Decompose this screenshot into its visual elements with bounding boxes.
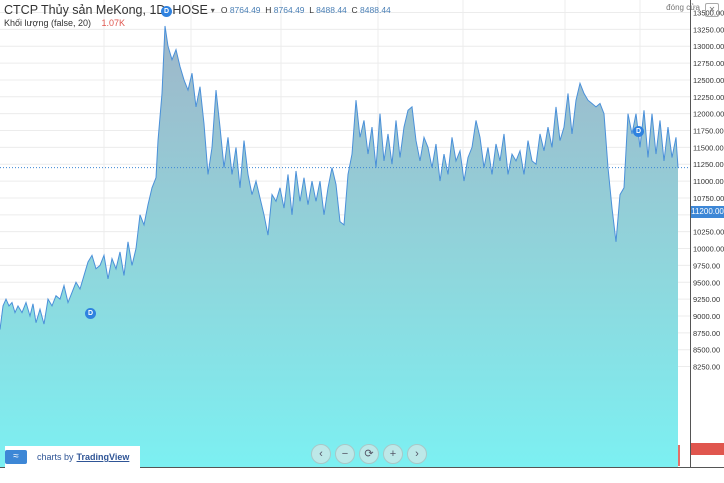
chevron-down-icon[interactable]: ▾: [210, 5, 215, 15]
price-tick-label: 12750.00: [693, 59, 724, 68]
chart-nav-buttons: ‹ − ⟳ + ›: [311, 444, 431, 464]
tradingview-branding[interactable]: ≈ charts by TradingView: [5, 446, 140, 468]
brand-link[interactable]: TradingView: [76, 452, 130, 462]
ohlc-values: O 8764.49 H 8764.49 L 8488.44 C 8488.44: [220, 5, 391, 15]
price-axis[interactable]: [690, 0, 724, 467]
price-tick-label: 9000.00: [693, 312, 720, 321]
price-tick-label: 12250.00: [693, 93, 724, 102]
dividend-marker[interactable]: D: [633, 126, 644, 137]
price-line: [0, 25, 679, 330]
price-tick-label: 9750.00: [693, 261, 720, 270]
price-tick-label: 13500.00: [693, 9, 724, 18]
close-label[interactable]: đóng cửa: [666, 3, 700, 12]
scroll-right-button[interactable]: ›: [407, 444, 427, 464]
dividend-marker[interactable]: D: [161, 6, 172, 17]
chart-header: CTCP Thủy sản MeKong, 1D, HOSE ▾ O 8764.…: [4, 3, 391, 17]
brand-text: charts by: [37, 452, 74, 462]
price-tick-label: 11000.00: [693, 177, 724, 186]
reset-button[interactable]: ⟳: [359, 444, 379, 464]
price-tick-label: 12000.00: [693, 110, 724, 119]
dividend-marker[interactable]: D: [85, 308, 96, 319]
price-tick-label: 13000.00: [693, 42, 724, 51]
volume-tag: [691, 443, 724, 455]
price-tick-label: 13250.00: [693, 25, 724, 34]
date-axis[interactable]: [0, 467, 724, 483]
price-tick-label: 8500.00: [693, 346, 720, 355]
price-tick-label: 10750.00: [693, 194, 724, 203]
volume-label[interactable]: Khối lượng (false, 20): [4, 18, 91, 28]
price-tick-label: 10000.00: [693, 245, 724, 254]
zoom-in-button[interactable]: +: [383, 444, 403, 464]
price-tick-label: 8750.00: [693, 329, 720, 338]
price-tick-label: 8250.00: [693, 363, 720, 372]
price-tick-label: 9500.00: [693, 278, 720, 287]
price-tick-label: 11250.00: [693, 160, 724, 169]
price-tick-label: 9250.00: [693, 295, 720, 304]
volume-legend: Khối lượng (false, 20) 1.07K: [4, 18, 125, 28]
scroll-left-button[interactable]: ‹: [311, 444, 331, 464]
zoom-out-button[interactable]: −: [335, 444, 355, 464]
price-tick-label: 11750.00: [693, 127, 724, 136]
symbol-title[interactable]: CTCP Thủy sản MeKong, 1D, HOSE: [4, 3, 208, 17]
price-tick-label: 10250.00: [693, 228, 724, 237]
price-area: [0, 26, 678, 467]
close-icon[interactable]: ✕: [705, 3, 719, 17]
price-tick-label: 12500.00: [693, 76, 724, 85]
price-tick-label: 11500.00: [693, 143, 724, 152]
current-price-tag: 11200.00: [691, 206, 724, 218]
volume-bar: [678, 445, 680, 466]
volume-value: 1.07K: [101, 18, 126, 28]
tradingview-logo-icon: ≈: [5, 450, 27, 464]
